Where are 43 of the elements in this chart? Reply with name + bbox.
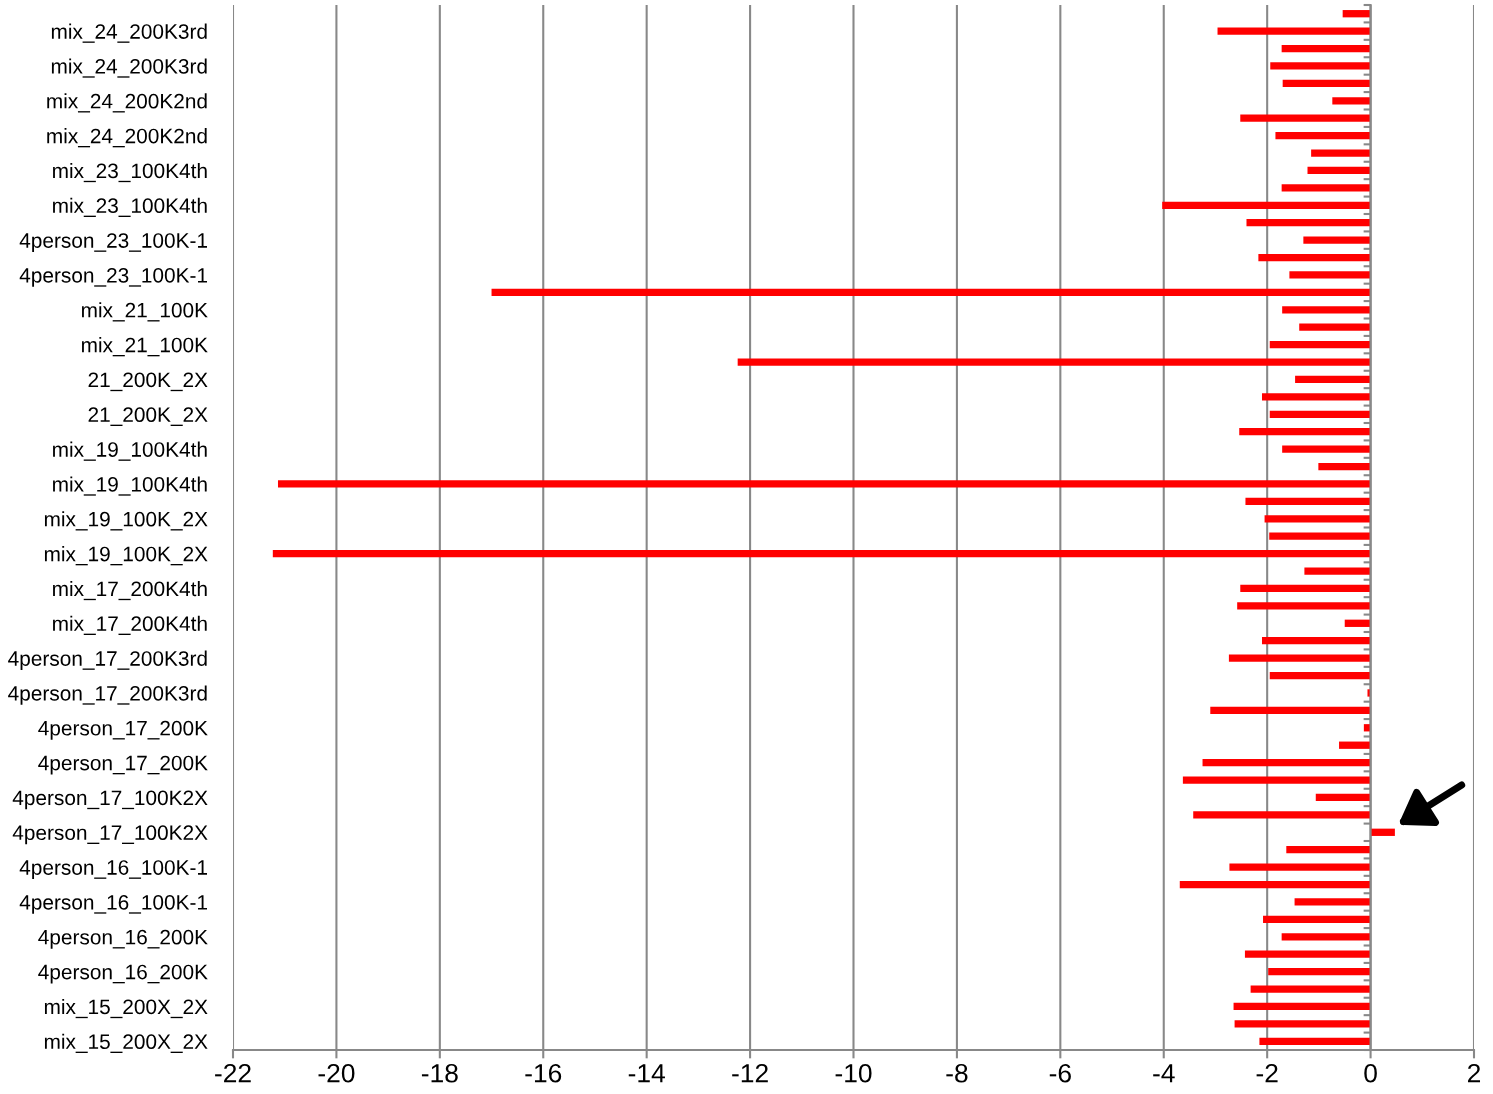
y-tick-label: 4person_16_200K [38,929,208,949]
y-tick-label: mix_24_200K2nd [47,93,207,113]
y-tick-label: mix_23_100K4th [53,162,207,183]
y-tick-label: 4person_17_200K3rd [8,650,207,670]
y-tick-label: 4person_17_100K2X [12,790,208,810]
y-tick-label: 21_200K_2X [88,372,208,392]
y-tick-label: 4person_16_100K-1 [19,860,207,879]
y-tick-label: mix_21_100K [81,337,208,357]
y-tick-label: mix_15_200X_2X [44,998,208,1019]
x-tick-label: -18 [421,1063,458,1083]
x-tick-label: -6 [1049,1063,1071,1083]
x-tick-label: -12 [732,1063,768,1083]
x-tick-label: -2 [1256,1063,1278,1083]
y-tick-label: mix_19_100K_2X [44,546,208,566]
y-tick-label: mix_19_100K4th [53,476,207,496]
y-tick-label: mix_24_200K3rd [51,58,207,78]
x-tick-label: -14 [628,1064,665,1083]
y-tick-label: mix_17_200K4th [53,580,207,601]
x-tick-label: -8 [946,1063,968,1083]
y-tick-label: 4person_17_100K2X [12,825,208,845]
x-tick-label: -22 [215,1063,251,1083]
y-tick-label: mix_24_200K2nd [47,128,207,148]
y-tick-label: 4person_16_200K [38,964,208,984]
y-tick-label: mix_19_100K_2X [44,511,208,531]
y-tick-label: mix_15_200X_2X [44,1033,208,1053]
y-tick-label: mix_24_200K3rd [51,23,207,43]
x-tick-label: -4 [1153,1064,1175,1083]
y-tick-label: mix_19_100K4th [53,441,207,461]
y-tick-label: mix_23_100K4th [53,197,207,217]
y-tick-label: 4person_17_200K [38,720,208,740]
y-tick-label: mix_17_200K4th [53,615,207,635]
x-tick-label: 0 [1364,1063,1377,1083]
y-tick-label: 4person_17_200K3rd [8,685,207,705]
x-tick-label: 2 [1467,1063,1481,1083]
y-tick-label: 21_200K_2X [88,407,208,426]
x-tick-label: -10 [835,1063,872,1083]
y-tick-label: 4person_23_100K-1 [19,233,207,252]
y-tick-label: 4person_23_100K-1 [19,267,207,287]
y-tick-label: mix_21_100K [81,302,208,322]
x-tick-label: -16 [525,1063,562,1083]
y-tick-label: 4person_16_100K-1 [19,894,207,914]
x-tick-label: -20 [318,1063,355,1083]
y-tick-label: 4person_17_200K [38,755,208,775]
